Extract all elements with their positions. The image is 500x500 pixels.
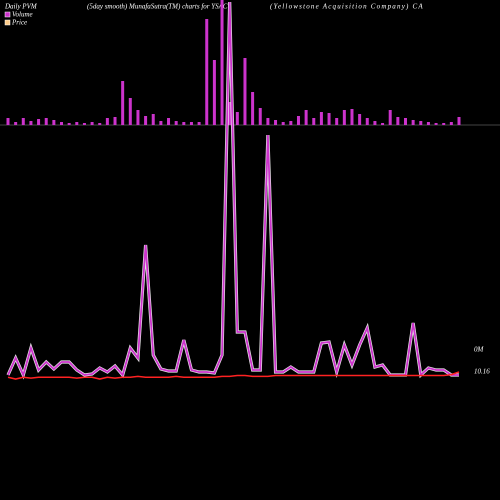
volume-bar [373, 121, 377, 125]
volume-bar [205, 19, 209, 125]
volume-bar [251, 92, 255, 125]
volume-bar [113, 117, 117, 125]
volume-bar [335, 118, 339, 125]
volume-line [7, 1, 459, 378]
volume-bar [304, 110, 308, 125]
volume-bar [396, 117, 400, 125]
volume-bar [98, 123, 102, 125]
volume-bar [6, 118, 10, 125]
volume-bar [44, 118, 48, 125]
volume-bar [67, 123, 71, 125]
company-name: (Yellowstone Acquisition Company) CA [270, 3, 424, 11]
volume-bar [105, 118, 109, 125]
legend-swatch [4, 11, 11, 18]
volume-bar [442, 123, 446, 125]
volume-bar [281, 122, 285, 125]
volume-bar [289, 121, 293, 125]
volume-bar [128, 98, 132, 125]
legend-label: Price [11, 19, 27, 27]
volume-bar [381, 123, 385, 125]
volume-bar [174, 121, 178, 125]
volume-bar [296, 116, 300, 125]
volume-bar [266, 118, 270, 125]
volume-bar [121, 81, 125, 125]
volume-bar [90, 122, 94, 125]
price-line [7, 371, 460, 380]
volume-bar [37, 119, 41, 125]
volume-bar [312, 118, 316, 125]
volume-bar [151, 114, 155, 125]
volume-bar [274, 120, 278, 125]
volume-bar [60, 122, 64, 125]
volume-bar [388, 110, 392, 125]
volume-bar [426, 122, 430, 125]
volume-bar [136, 110, 140, 125]
volume-bar [167, 118, 171, 125]
volume-bar [144, 116, 148, 125]
volume-bar [319, 112, 323, 125]
volume-bar [159, 121, 163, 125]
volume-bar [457, 117, 461, 125]
right-label: 0M [474, 346, 485, 354]
chart-title: Daily PVM [4, 3, 38, 11]
volume-bar [212, 60, 216, 125]
volume-bar [21, 118, 25, 125]
volume-bar [52, 120, 56, 125]
volume-bar [14, 122, 18, 125]
volume-bar [327, 113, 331, 125]
volume-bar [449, 122, 453, 125]
volume-bar [411, 120, 415, 125]
volume-bar [243, 58, 247, 125]
volume-bar [434, 123, 438, 125]
volume-bar [182, 122, 186, 125]
volume-bar [342, 110, 346, 125]
legend-label: Volume [12, 11, 33, 19]
volume-bar [82, 123, 86, 125]
volume-bar [29, 121, 33, 125]
volume-bar [419, 121, 423, 125]
volume-bar [365, 118, 369, 125]
legend-swatch [4, 19, 11, 26]
volume-bar [358, 114, 362, 125]
volume-bar [228, 102, 232, 125]
volume-bar [258, 108, 262, 125]
right-label: 10.16 [474, 368, 490, 376]
volume-bar [403, 118, 407, 125]
volume-bar [189, 122, 193, 125]
chart-subtitle: (5day smooth) MunafaSutra(TM) charts for… [87, 3, 228, 11]
volume-bar [235, 112, 239, 125]
volume-bar [75, 122, 79, 125]
volume-bar [220, 0, 224, 125]
volume-bar [197, 122, 201, 125]
volume-bar [350, 109, 354, 125]
